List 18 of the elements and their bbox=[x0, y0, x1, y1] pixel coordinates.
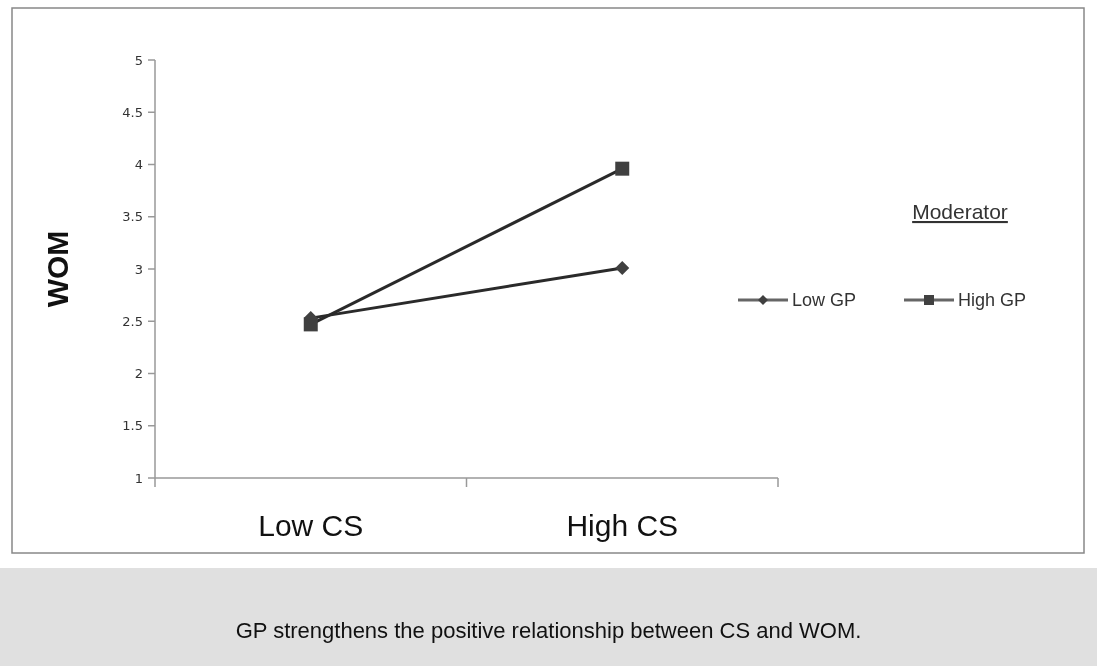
y-tick-label: 2.5 bbox=[122, 313, 143, 329]
point bbox=[615, 260, 630, 275]
y-axis-title: WOM bbox=[41, 230, 74, 308]
point bbox=[615, 161, 630, 176]
legend-title: Moderator bbox=[912, 200, 1008, 223]
x-tick-label: Low CS bbox=[258, 509, 364, 542]
text: GP strengthens the positive relationship between CS and WOM. bbox=[235, 618, 862, 643]
y-tick-label: 2 bbox=[134, 366, 143, 382]
legend-label: High GP bbox=[958, 290, 1027, 311]
y-tick-label: 3.5 bbox=[122, 209, 143, 225]
y-tick-label: 1 bbox=[134, 470, 143, 486]
legend-label: Low GP bbox=[792, 290, 857, 311]
y-tick-label: 5 bbox=[134, 52, 143, 68]
x-tick-label: High CS bbox=[566, 509, 679, 542]
y-tick-label: 3 bbox=[134, 261, 143, 277]
y-tick-label: 4.5 bbox=[122, 104, 143, 120]
y-tick-label: 1.5 bbox=[122, 418, 143, 434]
y-tick-label: 4 bbox=[134, 157, 143, 173]
